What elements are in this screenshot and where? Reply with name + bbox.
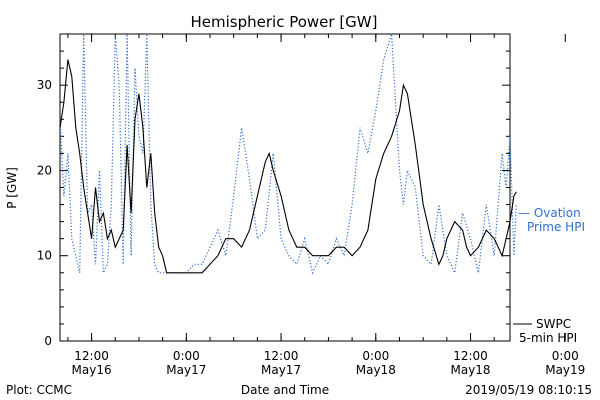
y-tick-label: 30	[37, 78, 52, 92]
swpc-legend-line1: SWPC	[536, 317, 571, 331]
x-tick-date-label: May17	[261, 363, 301, 377]
y-axis: 0 10 20 30	[37, 50, 510, 348]
plot-frame	[59, 33, 511, 342]
x-axis-label: Date and Time	[241, 383, 329, 397]
x-tick-date-label: May18	[450, 363, 490, 377]
x-tick-date-label: May18	[356, 363, 396, 377]
x-tick-time-label: 12:00	[264, 349, 299, 363]
x-tick-time-label: 0:00	[552, 349, 579, 363]
ovation-legend-line1: — Ovation	[518, 206, 581, 220]
x-tick-date-label: May19	[545, 363, 585, 377]
y-tick-label: 10	[37, 249, 52, 263]
x-tick-time-label: 0:00	[362, 349, 389, 363]
swpc-series-line	[59, 59, 517, 274]
x-tick-date-label: May16	[72, 363, 112, 377]
x-tick-time-label: 12:00	[74, 349, 109, 363]
plot-credit: Plot: CCMC	[6, 383, 72, 397]
x-tick-time-label: 0:00	[173, 349, 200, 363]
x-axis: 12:00May160:00May1712:00May170:00May1812…	[67, 34, 585, 377]
x-tick-time-label: 12:00	[453, 349, 488, 363]
ovation-legend-line2: Prime HPI	[527, 220, 585, 234]
y-tick-label: 20	[37, 163, 52, 177]
y-tick-label: 0	[44, 334, 52, 348]
y-axis-label: P [GW]	[5, 167, 19, 209]
timestamp: 2019/05/19 08:10:15	[465, 383, 592, 397]
swpc-legend-line2: 5-min HPI	[519, 331, 577, 345]
x-tick-date-label: May17	[166, 363, 206, 377]
chart-title: Hemispheric Power [GW]	[191, 13, 378, 31]
series-layer	[59, 33, 517, 275]
